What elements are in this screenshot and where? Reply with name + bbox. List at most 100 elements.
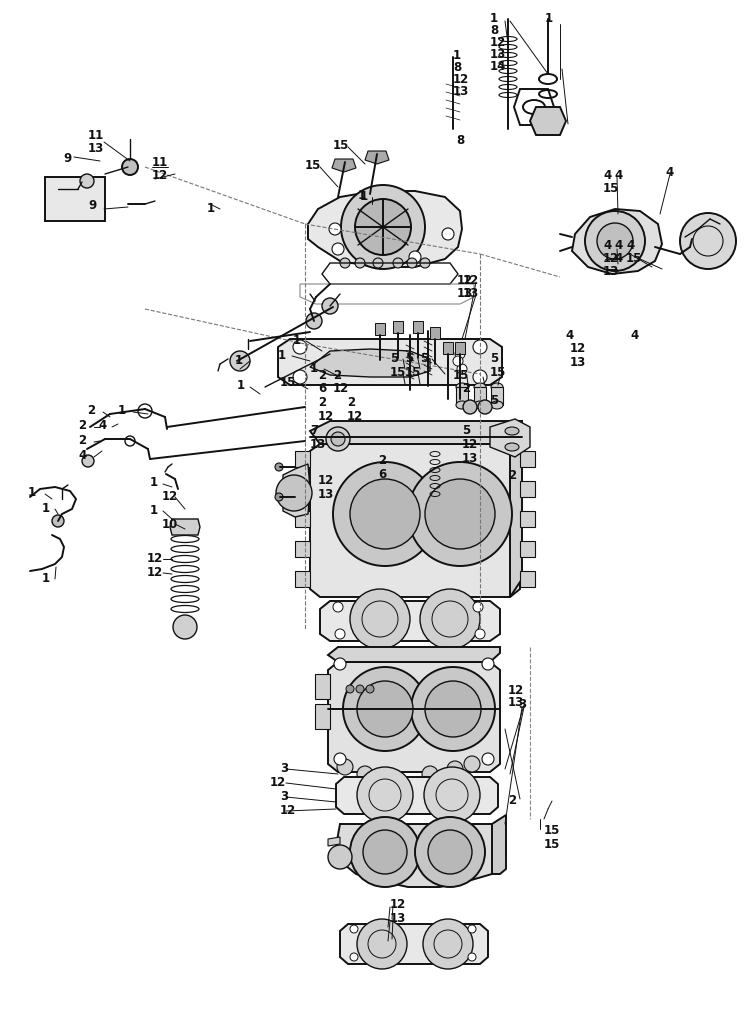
Circle shape (468, 953, 476, 961)
Text: 13: 13 (570, 355, 586, 368)
Circle shape (585, 211, 645, 272)
Bar (520, 571, 535, 587)
Circle shape (350, 953, 358, 961)
Circle shape (425, 681, 481, 737)
Text: 1: 1 (278, 348, 286, 361)
Ellipse shape (456, 383, 468, 391)
Circle shape (366, 685, 374, 694)
Circle shape (407, 259, 417, 269)
Text: 2: 2 (78, 433, 86, 446)
Circle shape (420, 259, 430, 269)
Text: 12: 12 (318, 409, 334, 422)
Bar (295, 452, 310, 467)
Circle shape (463, 400, 477, 415)
Text: 13: 13 (457, 286, 473, 299)
Text: 5: 5 (405, 351, 413, 364)
Text: 4: 4 (565, 329, 573, 341)
Text: 11: 11 (88, 128, 104, 142)
Text: 9: 9 (63, 152, 71, 165)
Circle shape (341, 186, 425, 270)
Circle shape (393, 259, 403, 269)
Circle shape (293, 371, 307, 384)
Text: 2: 2 (508, 468, 516, 481)
Text: 12: 12 (603, 252, 619, 264)
Text: 15: 15 (544, 837, 560, 849)
Circle shape (425, 479, 495, 549)
Polygon shape (455, 343, 465, 355)
Bar (520, 481, 535, 497)
Text: 13: 13 (453, 84, 470, 97)
Text: 4: 4 (603, 239, 611, 252)
Text: 15: 15 (544, 823, 560, 836)
Circle shape (428, 830, 472, 875)
Circle shape (350, 817, 420, 887)
Text: 1: 1 (207, 201, 215, 214)
Text: 8: 8 (456, 133, 464, 147)
Text: 2: 2 (333, 368, 341, 381)
Text: 1: 1 (545, 11, 553, 24)
Circle shape (475, 630, 485, 639)
Text: 5: 5 (390, 351, 398, 364)
Circle shape (355, 259, 365, 269)
Text: 13: 13 (88, 142, 104, 155)
Ellipse shape (505, 444, 519, 452)
Text: 2: 2 (318, 368, 326, 381)
Polygon shape (310, 422, 522, 445)
Circle shape (457, 365, 467, 375)
Text: 2: 2 (78, 419, 86, 431)
Text: 3: 3 (518, 698, 526, 711)
Circle shape (350, 479, 420, 549)
Text: 4: 4 (614, 239, 622, 252)
Text: 15: 15 (333, 139, 350, 152)
Ellipse shape (474, 383, 486, 391)
Text: 2: 2 (508, 793, 516, 806)
Circle shape (346, 685, 354, 694)
Text: 1: 1 (360, 189, 368, 202)
Circle shape (482, 658, 494, 670)
Text: 15: 15 (405, 365, 422, 378)
Circle shape (333, 463, 437, 566)
Polygon shape (510, 435, 522, 598)
Text: 5: 5 (490, 393, 498, 406)
Circle shape (411, 667, 495, 751)
Circle shape (125, 437, 135, 447)
Text: 12: 12 (333, 381, 350, 394)
Text: 4: 4 (665, 166, 674, 178)
Circle shape (473, 371, 487, 384)
Polygon shape (365, 152, 389, 165)
Bar (315, 674, 330, 700)
Polygon shape (328, 647, 500, 662)
Bar (295, 542, 310, 557)
Circle shape (357, 919, 407, 969)
Text: 4: 4 (603, 169, 611, 181)
Text: 12: 12 (462, 437, 478, 450)
Text: 12: 12 (152, 169, 168, 181)
Text: 5: 5 (490, 351, 498, 364)
Text: 1: 1 (118, 403, 126, 417)
Text: 12: 12 (162, 489, 178, 502)
Bar (295, 512, 310, 528)
Text: 2: 2 (347, 395, 355, 408)
Polygon shape (310, 445, 520, 598)
Circle shape (350, 589, 410, 649)
Circle shape (326, 428, 350, 452)
Polygon shape (393, 321, 403, 334)
Text: 15: 15 (490, 365, 506, 378)
Polygon shape (572, 210, 662, 275)
Text: 15: 15 (453, 368, 470, 381)
Text: 13: 13 (508, 696, 524, 709)
Circle shape (408, 463, 512, 566)
Circle shape (340, 259, 350, 269)
Polygon shape (443, 343, 453, 355)
Text: 1: 1 (293, 334, 302, 346)
Circle shape (333, 603, 343, 613)
Polygon shape (430, 328, 440, 340)
Text: 1: 1 (358, 188, 366, 201)
Circle shape (335, 630, 345, 639)
Text: 4: 4 (614, 169, 622, 181)
Bar (456, 387, 468, 405)
Circle shape (82, 456, 94, 467)
Circle shape (328, 845, 352, 869)
Text: 1: 1 (237, 378, 245, 391)
Circle shape (173, 616, 197, 639)
